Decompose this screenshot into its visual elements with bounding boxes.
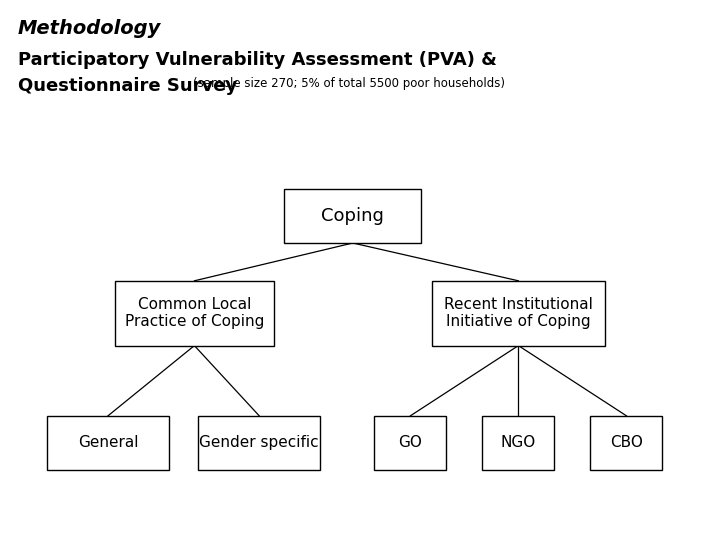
Text: NGO: NGO — [501, 435, 536, 450]
Text: (sample size 270; 5% of total 5500 poor households): (sample size 270; 5% of total 5500 poor … — [193, 77, 505, 90]
FancyBboxPatch shape — [590, 416, 662, 470]
FancyBboxPatch shape — [47, 416, 169, 470]
FancyBboxPatch shape — [432, 281, 605, 346]
Text: Participatory Vulnerability Assessment (PVA) &: Participatory Vulnerability Assessment (… — [18, 51, 497, 69]
Text: Recent Institutional
Initiative of Coping: Recent Institutional Initiative of Copin… — [444, 297, 593, 329]
FancyBboxPatch shape — [115, 281, 274, 346]
FancyBboxPatch shape — [374, 416, 446, 470]
Text: Questionnaire Survey: Questionnaire Survey — [18, 77, 243, 94]
FancyBboxPatch shape — [482, 416, 554, 470]
Text: CBO: CBO — [610, 435, 643, 450]
Text: Common Local
Practice of Coping: Common Local Practice of Coping — [125, 297, 264, 329]
FancyBboxPatch shape — [198, 416, 320, 470]
Text: Methodology: Methodology — [18, 19, 161, 38]
Text: GO: GO — [398, 435, 423, 450]
FancyBboxPatch shape — [284, 189, 421, 243]
Text: General: General — [78, 435, 138, 450]
Text: Coping: Coping — [321, 207, 384, 225]
Text: Gender specific: Gender specific — [199, 435, 319, 450]
